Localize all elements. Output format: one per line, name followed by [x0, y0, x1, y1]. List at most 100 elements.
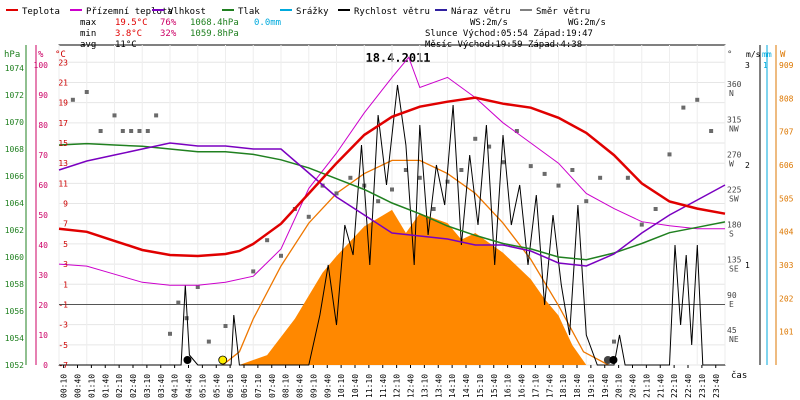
axis-pct-tick: 70: [38, 151, 48, 160]
direction-point: [112, 113, 117, 118]
axis-pct-tick: 100: [34, 61, 49, 70]
direction-point: [431, 207, 436, 211]
x-tick-label: 05:40: [212, 374, 221, 398]
info-sun: Slunce Východ:05:54 Západ:19:47: [425, 29, 593, 39]
sunset-marker: [603, 356, 612, 364]
axis-temp-tick: -3: [58, 321, 68, 330]
axis-temp-tick: 5: [63, 240, 68, 249]
direction-point: [184, 316, 189, 321]
axis-mm-tick: 1: [763, 61, 768, 70]
info-wg: WG:2m/s: [568, 18, 606, 28]
x-tick-label: 01:10: [87, 374, 96, 398]
x-tick-label: 06:10: [226, 374, 235, 398]
x-tick-label: 01:40: [101, 374, 110, 398]
axis-temp-tick: 1: [63, 280, 68, 289]
direction-point: [556, 183, 561, 188]
axis-deg-tick-value: 315: [727, 115, 742, 124]
stats-max-rain: 0.0mm: [254, 18, 281, 28]
axis-deg-tick-value: 90: [727, 291, 737, 300]
stats-max-label: max: [80, 18, 97, 28]
x-tick-label: 16:40: [518, 374, 527, 398]
direction-point: [417, 175, 422, 180]
direction-point: [137, 129, 142, 133]
axis-ms-tick: 1: [745, 261, 750, 270]
x-tick-label: 06:40: [240, 374, 249, 398]
axis-temp-tick: 3: [63, 260, 68, 269]
axis-deg-tick-name: SW: [729, 195, 739, 204]
x-tick-label: 23:10: [698, 374, 707, 398]
legend-label-rychlost: Rychlost větru: [354, 7, 430, 17]
axis-temp-tick: 11: [58, 179, 68, 188]
axis-hpa-tick: 1066: [5, 172, 24, 181]
info-ws: WS:2m/s: [470, 18, 508, 28]
direction-point: [98, 129, 103, 133]
direction-point: [195, 285, 200, 289]
x-tick-label: 10:40: [351, 374, 360, 398]
x-tick-label: 09:40: [323, 374, 332, 398]
axis-temp-label: °C: [55, 50, 66, 60]
axis-pct-tick: 20: [38, 301, 48, 310]
x-tick-label: 04:10: [171, 374, 180, 398]
x-tick-label: 20:10: [615, 374, 624, 398]
direction-point: [598, 175, 603, 180]
axis-hpa-tick: 1062: [5, 226, 24, 235]
x-tick-label: 16:10: [504, 374, 513, 398]
axis-deg-tick-name: NE: [729, 335, 739, 344]
axis-deg-tick-name: N: [729, 89, 734, 98]
x-tick-label: 00:40: [74, 374, 83, 398]
legend-label-naraz: Náraz větru: [451, 7, 511, 17]
sun-moon-info: WS:2m/s WG:2m/s Slunce Východ:05:54 Zápa…: [425, 18, 606, 50]
series-line-teplota: [58, 96, 726, 258]
x-tick-label: 19:10: [587, 374, 596, 398]
axis-deg-tick-value: 180: [727, 221, 742, 230]
direction-point: [306, 214, 311, 219]
stats-min-press: 1059.8hPa: [190, 29, 239, 39]
x-tick-label: 11:10: [365, 374, 374, 398]
legend-label-srazky: Srážky: [296, 7, 329, 17]
axis-hpa-tick: 1052: [5, 361, 24, 370]
axis-pct-tick: 0: [43, 361, 48, 370]
stats-block: max 19.5°C 76% 1068.4hPa 0.0mm min 3.8°C…: [80, 18, 281, 50]
x-tick-label: 14:40: [462, 374, 471, 398]
x-tick-label: 07:10: [254, 374, 263, 398]
axis-temp-tick: -1: [58, 300, 68, 309]
x-tick-label: 08:40: [296, 374, 305, 398]
direction-point: [528, 164, 533, 169]
axes: hPa1074107210701068106610641062106010581…: [4, 45, 794, 398]
axis-hpa-tick: 1060: [5, 253, 24, 262]
x-tick-label: 11:40: [379, 374, 388, 398]
radiation-envelope-line: [222, 159, 609, 366]
x-tick-label: 18:40: [573, 374, 582, 398]
direction-point: [625, 175, 630, 180]
direction-point: [653, 207, 658, 211]
x-tick-label: 21:40: [656, 374, 665, 398]
x-tick-label: 10:10: [337, 374, 346, 398]
direction-point: [251, 269, 256, 274]
radiation-measured-area: [239, 209, 587, 365]
direction-point: [445, 179, 450, 184]
axis-w-tick: 808: [779, 94, 794, 103]
axis-deg-tick-value: 360: [727, 80, 742, 89]
axis-hpa-tick: 1056: [5, 307, 24, 316]
direction-point: [709, 129, 714, 133]
direction-point: [501, 160, 505, 165]
stats-min-temp: 3.8°C: [115, 29, 142, 39]
x-tick-label: 03:40: [157, 374, 166, 398]
direction-point: [154, 113, 159, 118]
x-tick-label: 14:10: [448, 374, 457, 398]
direction-point: [639, 222, 644, 227]
stats-min-label: min: [80, 29, 96, 39]
axis-hpa-tick: 1068: [5, 145, 24, 154]
direction-point: [612, 339, 616, 344]
axis-ms-label: m/s: [746, 50, 761, 59]
x-tick-label: 23:40: [712, 374, 721, 398]
series-line-vlhkost: [58, 142, 726, 267]
direction-point: [84, 90, 89, 94]
direction-point: [376, 199, 381, 204]
x-tick-label: 03:10: [143, 374, 152, 398]
radiation: [222, 159, 609, 366]
direction-point: [681, 105, 686, 110]
legend-label-prizemni: Přízemní teplota: [86, 7, 173, 17]
axis-pct-tick: 10: [38, 331, 48, 340]
direction-point: [667, 152, 672, 157]
